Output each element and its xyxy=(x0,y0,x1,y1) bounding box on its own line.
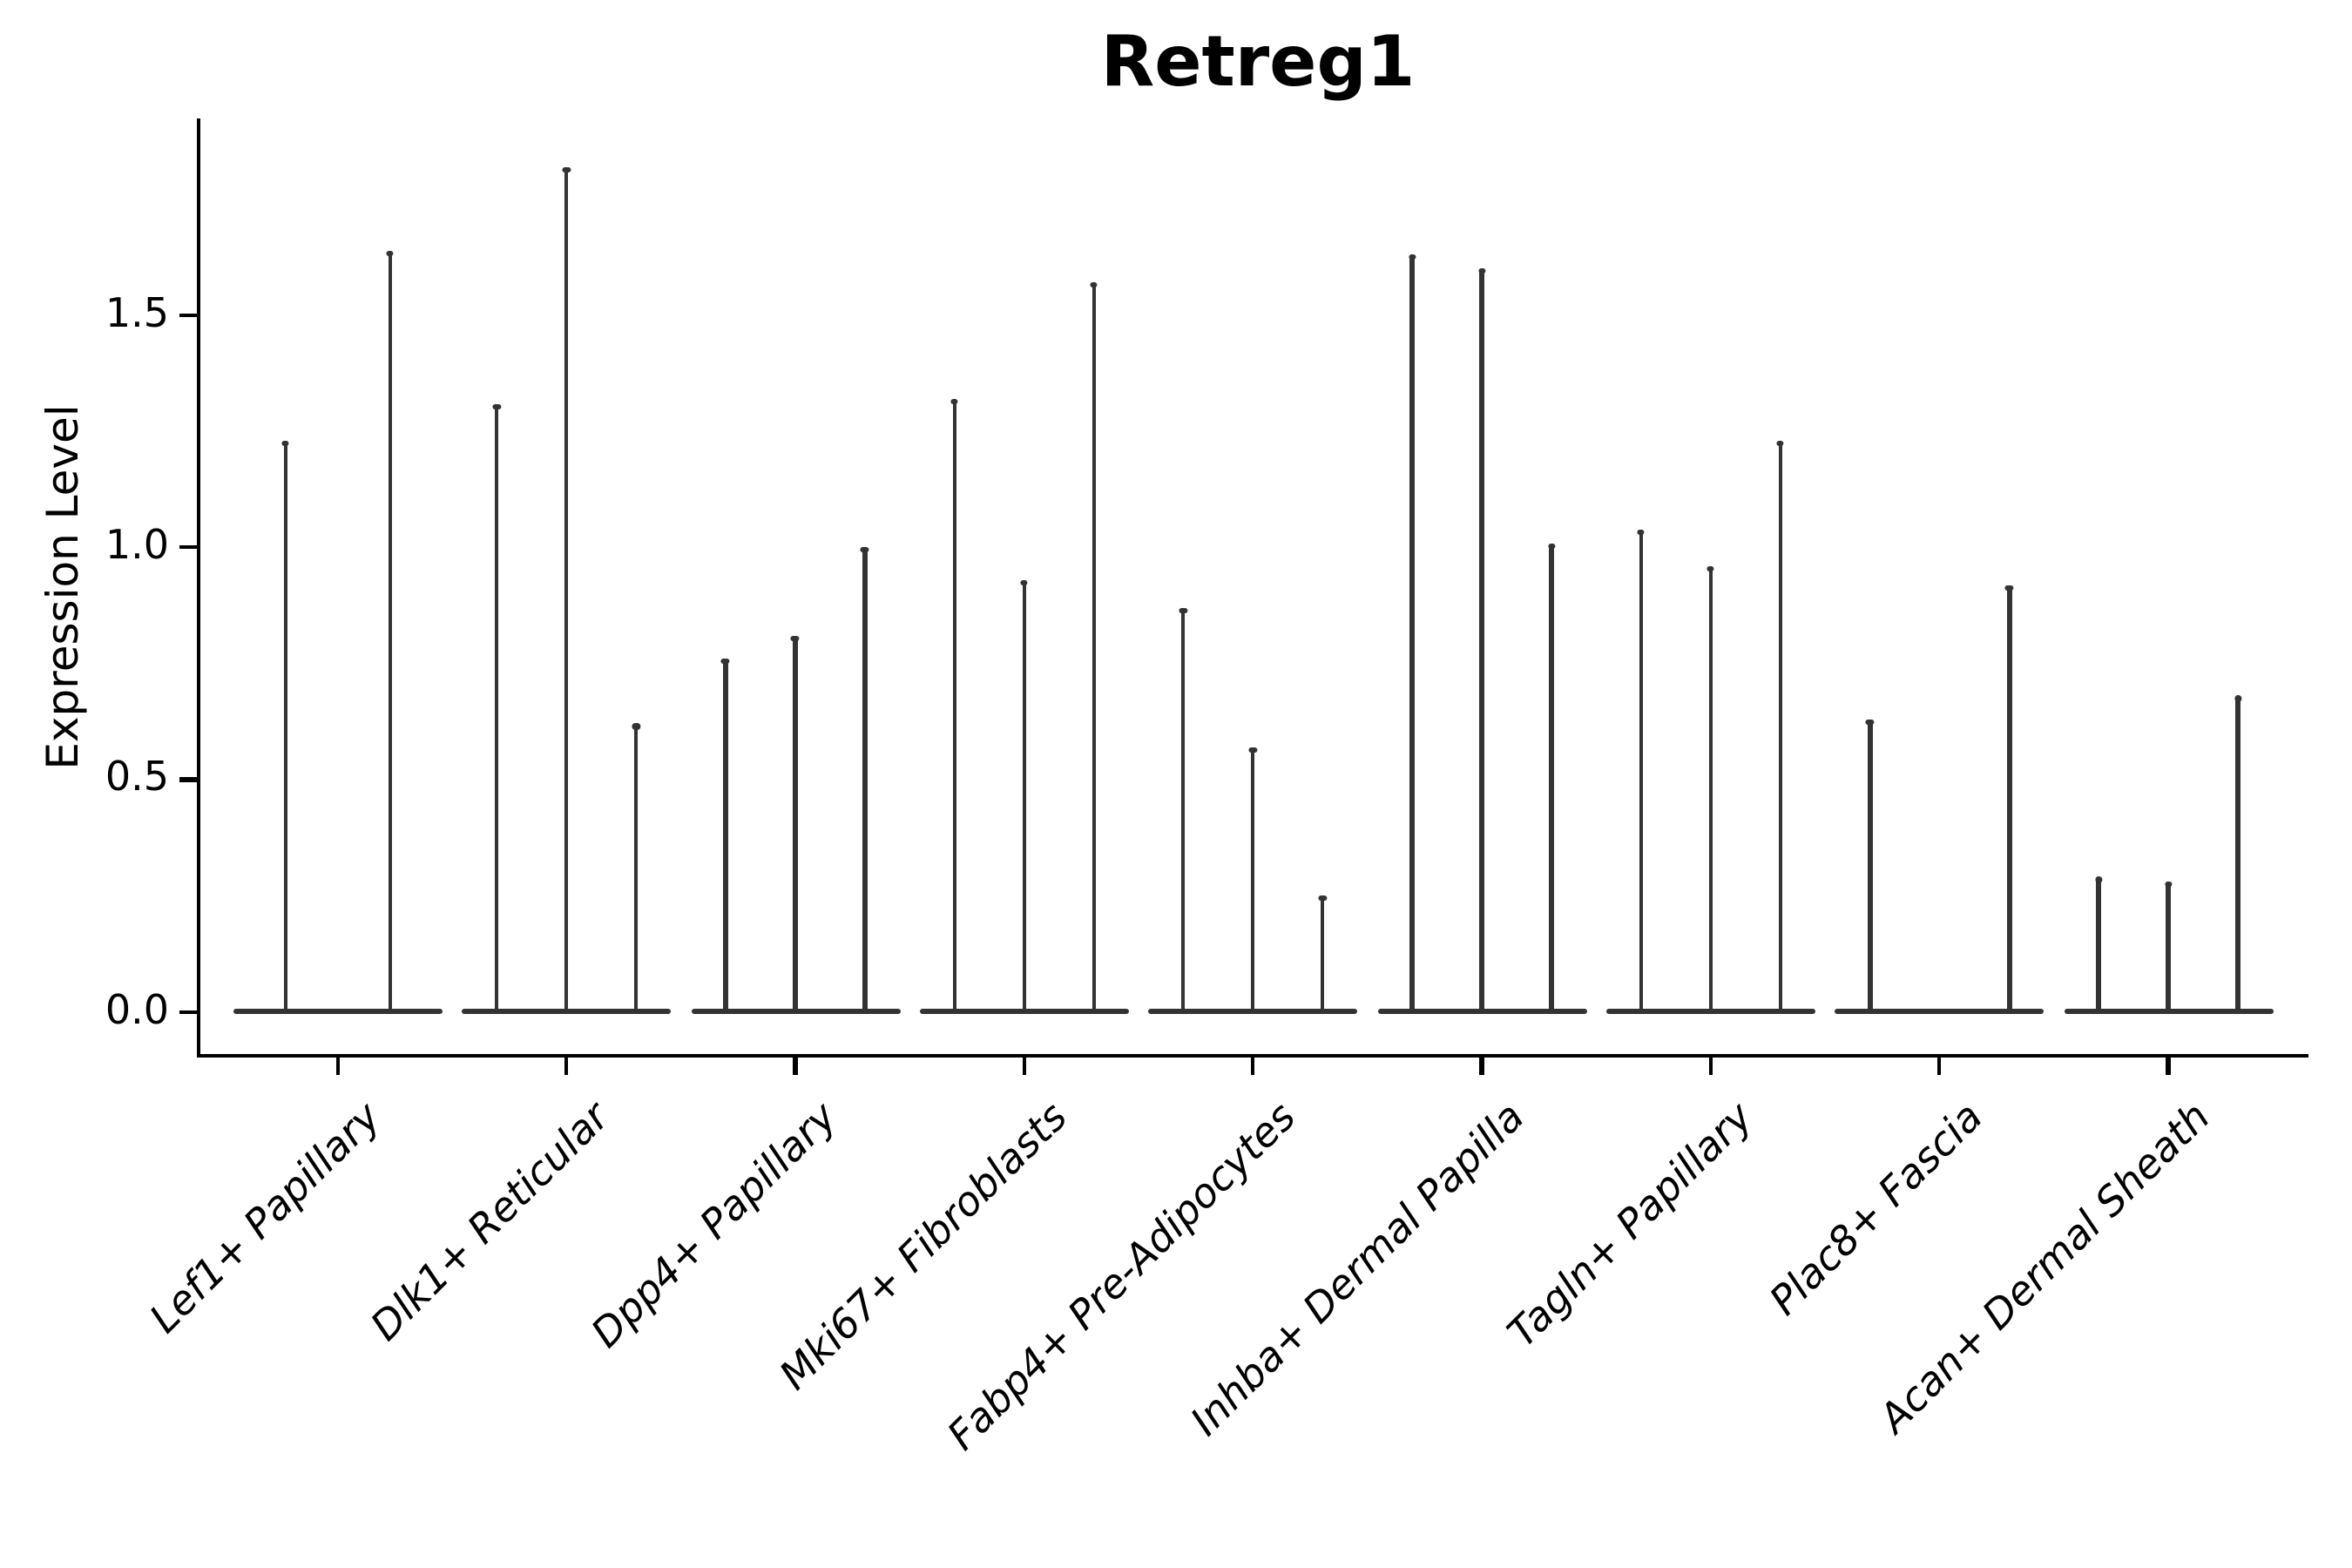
violin-spike xyxy=(723,659,728,1012)
x-tick-label: Tagln+ Papillary xyxy=(1500,1094,1763,1357)
violin-spike xyxy=(388,250,393,1012)
violin-base xyxy=(1148,1008,1358,1015)
violin-base xyxy=(919,1008,1129,1015)
violin-spike xyxy=(2096,876,2101,1012)
violin-spike xyxy=(952,398,957,1012)
violin-spike xyxy=(1708,565,1713,1012)
y-tick-mark xyxy=(179,313,197,318)
violin-spike xyxy=(633,723,639,1012)
x-tick-label: Lef1+ Papillary xyxy=(141,1094,389,1343)
violin-base xyxy=(1377,1008,1587,1015)
violin-base xyxy=(1835,1008,2044,1015)
violin-spike xyxy=(862,547,868,1012)
violin-base xyxy=(233,1008,443,1015)
violin-spike xyxy=(1092,282,1097,1012)
violin-spike xyxy=(1867,719,1873,1012)
x-tick-mark xyxy=(564,1057,569,1075)
violin-spike xyxy=(1022,579,1027,1012)
violin-spike xyxy=(283,440,288,1012)
violin-spike xyxy=(1479,268,1484,1012)
violin-spike xyxy=(1549,543,1554,1012)
x-tick-mark xyxy=(1251,1057,1255,1075)
y-axis-spine xyxy=(197,118,201,1058)
violin-spike xyxy=(1778,440,1783,1012)
y-tick-label: 0.0 xyxy=(105,988,169,1034)
x-tick-mark xyxy=(793,1057,798,1075)
x-tick-label: Plac8+ Fascia xyxy=(1761,1094,1991,1325)
x-tick-label: Dpp4+ Papillary xyxy=(585,1094,848,1357)
y-tick-label: 1.5 xyxy=(105,291,169,337)
x-tick-mark xyxy=(2166,1057,2171,1075)
x-tick-mark xyxy=(1937,1057,1942,1075)
x-tick-mark xyxy=(1022,1057,1027,1075)
y-tick-mark xyxy=(179,777,197,782)
violin-spike xyxy=(1250,747,1255,1012)
violin-base xyxy=(691,1008,900,1015)
x-tick-label: Dlk1+ Reticular xyxy=(362,1094,618,1350)
violin-spike xyxy=(1639,529,1644,1012)
y-tick-mark xyxy=(179,545,197,550)
violin-spike xyxy=(1409,254,1415,1012)
y-axis-label: Expression Level xyxy=(37,404,88,770)
violin-spike xyxy=(2166,882,2171,1012)
x-tick-mark xyxy=(1708,1057,1713,1075)
violin-base xyxy=(1605,1008,1815,1015)
chart-title: Retreg1 xyxy=(1100,23,1416,103)
y-tick-mark xyxy=(179,1010,197,1014)
x-tick-mark xyxy=(1479,1057,1484,1075)
violin-spike xyxy=(2235,695,2240,1012)
violin-spike xyxy=(1320,896,1325,1012)
violin-base xyxy=(2064,1008,2274,1015)
violin-spike xyxy=(1180,607,1186,1012)
violin-spike xyxy=(793,635,798,1012)
y-tick-label: 0.5 xyxy=(105,755,169,801)
violin-spike xyxy=(564,166,569,1012)
x-axis-spine xyxy=(197,1053,2308,1058)
violin-spike xyxy=(494,403,499,1012)
violin-base xyxy=(462,1008,672,1015)
y-tick-label: 1.0 xyxy=(105,524,169,570)
violin-spike xyxy=(2006,585,2012,1012)
x-tick-mark xyxy=(335,1057,340,1075)
